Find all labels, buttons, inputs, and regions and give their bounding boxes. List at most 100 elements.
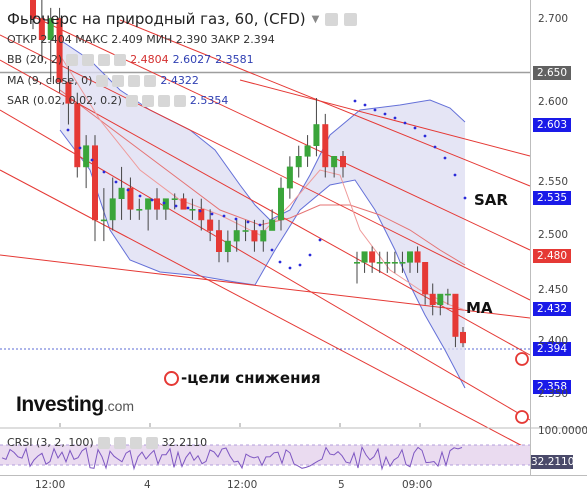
candle-body <box>437 293 444 306</box>
candle-body <box>83 145 90 168</box>
eye-icon[interactable] <box>125 94 138 107</box>
axes <box>0 0 587 476</box>
candle <box>260 219 267 252</box>
candle-body <box>92 145 99 221</box>
trend-line <box>0 34 531 301</box>
candle <box>422 261 429 305</box>
candle <box>92 135 99 242</box>
candle <box>171 193 178 210</box>
candle <box>242 219 249 242</box>
candle-body <box>361 251 368 263</box>
sar-dot <box>373 108 377 112</box>
candle <box>74 92 81 178</box>
sar-dot <box>66 128 70 132</box>
sar-dot <box>90 158 94 162</box>
sar-dot <box>114 180 118 184</box>
candle-body <box>38 18 45 41</box>
crsi-panel <box>0 427 587 471</box>
more-icon[interactable] <box>114 53 127 66</box>
settings-icon[interactable] <box>141 94 154 107</box>
crsi-value: 32.2110 <box>161 436 208 449</box>
candle-body <box>286 166 293 189</box>
crsi-max-label: 100.0000 <box>538 425 587 437</box>
targets-note: -цели снижения <box>164 369 321 387</box>
sar-dot <box>270 248 274 252</box>
settings-icon[interactable] <box>325 12 339 26</box>
close-icon[interactable] <box>128 74 141 87</box>
candle <box>38 0 45 61</box>
more-icon[interactable] <box>173 94 186 107</box>
ma-label: MA (9, close, 0) <box>7 74 93 87</box>
sar-label: SAR (0.02, 0.02, 0.2) <box>7 94 122 107</box>
chart-title: Фьючерс на природный газ, 60, (CFD) <box>7 10 306 28</box>
bb-legend: BB (20, 2) 2.4804 2.6027 2.3581 <box>7 53 254 66</box>
candle <box>399 251 406 273</box>
candle <box>361 251 368 273</box>
y-tick-label: 2.600 <box>538 96 569 108</box>
candle-body <box>399 261 406 264</box>
sar-dot <box>174 204 178 208</box>
trend-channels <box>0 14 531 451</box>
targets-note-text: -цели снижения <box>181 369 321 387</box>
sar-dot <box>210 212 214 216</box>
candle <box>100 188 107 242</box>
trend-line <box>119 19 531 187</box>
y-tick-label: 2.400 <box>538 335 569 347</box>
eye-icon[interactable] <box>96 74 109 87</box>
candle-body <box>339 156 346 168</box>
sar-dot <box>246 220 250 224</box>
gear-icon[interactable] <box>344 12 358 26</box>
candle <box>216 219 223 263</box>
candle-body <box>452 293 459 337</box>
candle-body <box>459 331 466 344</box>
candle <box>118 166 125 220</box>
sar-legend: SAR (0.02, 0.02, 0.2) 2.5354 <box>7 94 228 107</box>
candle-body <box>304 145 311 157</box>
candle <box>189 198 196 220</box>
eye-icon[interactable] <box>66 53 79 66</box>
crsi-value-tag: 32.2110 <box>531 455 575 469</box>
trend-line <box>0 254 531 319</box>
sar-dot <box>308 253 312 257</box>
close-icon[interactable] <box>157 94 170 107</box>
eye-icon[interactable] <box>97 436 110 449</box>
candle <box>207 209 214 242</box>
price-label-2603: 2.603 <box>533 118 571 132</box>
candle <box>224 230 231 263</box>
settings-icon[interactable] <box>113 436 126 449</box>
investing-logo: Investing.com <box>16 393 134 417</box>
candle <box>384 251 391 273</box>
sar-dot <box>463 196 467 200</box>
candle-body <box>198 209 205 221</box>
candle <box>391 251 398 273</box>
ohlc-values: ОТКР 2.404 МАКС 2.409 МИН 2.390 ЗАКР 2.3… <box>7 33 275 46</box>
settings-icon[interactable] <box>112 74 125 87</box>
candle-body <box>260 230 267 242</box>
target-circle <box>515 352 529 366</box>
sar-annotation: SAR <box>474 191 508 209</box>
x-tick-label: 4 <box>144 479 151 491</box>
target-circle <box>515 410 529 424</box>
price-label-2358: 2.358 <box>533 380 571 394</box>
x-tick-label: 5 <box>338 479 345 491</box>
candle <box>376 251 383 273</box>
bb-lower-value: 2.3581 <box>215 53 254 66</box>
candle-body <box>154 198 161 210</box>
sar-dot <box>162 201 166 205</box>
sar-dot <box>150 198 154 202</box>
more-icon[interactable] <box>145 436 158 449</box>
sar-dot <box>353 99 357 103</box>
more-icon[interactable] <box>144 74 157 87</box>
chevron-down-icon[interactable]: ▼ <box>311 13 320 25</box>
settings-icon[interactable] <box>82 53 95 66</box>
sar-dot <box>383 112 387 116</box>
candle <box>414 246 421 273</box>
close-icon[interactable] <box>98 53 111 66</box>
candle <box>353 251 360 284</box>
candle-body <box>269 219 276 231</box>
close-icon[interactable] <box>129 436 142 449</box>
candle-body <box>207 219 214 231</box>
candle-body <box>180 198 187 210</box>
sar-dot <box>453 173 457 177</box>
